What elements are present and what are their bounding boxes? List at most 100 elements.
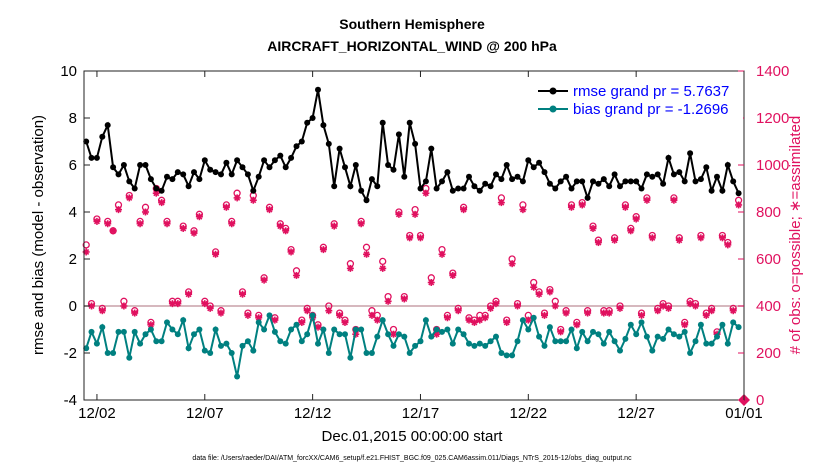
bias-point (558, 338, 564, 344)
rmse-point (175, 169, 181, 175)
legend-rmse-label: rmse grand pr = 5.7637 (573, 83, 729, 100)
rmse-point (461, 186, 467, 192)
bias-point (450, 341, 456, 347)
bias-point (698, 322, 704, 328)
bias-point (223, 341, 229, 347)
y-right-tick-label: 400 (756, 298, 781, 315)
obs-assimilated-point (412, 211, 419, 218)
rmse-point (261, 157, 267, 163)
bias-point (585, 338, 591, 344)
bias-point (320, 327, 326, 333)
bias-point (353, 327, 359, 333)
bias-point (401, 334, 407, 340)
obs-assimilated-point (207, 305, 214, 312)
bias-point (153, 338, 159, 344)
bias-point (536, 334, 542, 340)
bias-point (337, 331, 343, 337)
rmse-point (558, 178, 564, 184)
bias-point (466, 341, 472, 347)
y-left-tick-label: -2 (64, 345, 77, 362)
rmse-point (423, 178, 429, 184)
bias-point (94, 341, 100, 347)
bias-point (515, 338, 521, 344)
bias-point (687, 350, 693, 356)
obs-assimilated-point (643, 197, 650, 204)
bias-point (649, 348, 655, 354)
rmse-point (202, 157, 208, 163)
rmse-point (180, 171, 186, 177)
bias-point (385, 331, 391, 337)
chart-title: Southern Hemisphere (339, 16, 485, 32)
bias-point (601, 341, 607, 347)
rmse-point (466, 174, 472, 180)
obs-possible-point (380, 258, 386, 264)
bias-point (617, 348, 623, 354)
rmse-point (639, 186, 645, 192)
obs-assimilated-point (724, 241, 731, 248)
bias-point (396, 331, 402, 337)
obs-assimilated-point (519, 206, 526, 213)
bias-point (234, 374, 240, 380)
rmse-point (687, 150, 693, 156)
rmse-point (89, 155, 95, 161)
obs-assimilated-point (212, 251, 219, 258)
rmse-point (471, 183, 477, 189)
obs-assimilated-point (536, 291, 543, 298)
obs-assimilated-point (627, 227, 634, 234)
bias-point (283, 341, 289, 347)
bias-point (347, 355, 353, 361)
bias-point (105, 350, 111, 356)
bias-point (730, 319, 736, 325)
rmse-point (515, 174, 521, 180)
bias-point (218, 343, 224, 349)
y-left-tick-label: 2 (69, 251, 77, 268)
rmse-point (660, 181, 666, 187)
obs-assimilated-point (223, 204, 230, 211)
bias-point (714, 334, 720, 340)
rmse-point (504, 162, 510, 168)
rmse-point (601, 176, 607, 182)
bias-point (628, 322, 634, 328)
rmse-point (612, 171, 618, 177)
bias-point (240, 343, 246, 349)
obs-assimilated-point (692, 303, 699, 310)
obs-assimilated-point (110, 227, 117, 234)
rmse-point (493, 171, 499, 177)
rmse-point (169, 176, 175, 182)
rmse-point (531, 164, 537, 170)
bias-point (364, 350, 370, 356)
obs-assimilated-point (164, 220, 171, 227)
bias-point (310, 312, 316, 318)
obs-assimilated-point (363, 251, 370, 258)
bias-point (531, 315, 537, 321)
rmse-point (520, 178, 526, 184)
legend-bias-marker (550, 106, 557, 113)
bias-point (612, 338, 618, 344)
bias-point (191, 331, 197, 337)
obs-assimilated-point (137, 220, 144, 227)
bias-point (256, 319, 262, 325)
obs-assimilated-point (142, 209, 149, 216)
bias-point (374, 334, 380, 340)
x-tick-label: 12/27 (617, 405, 655, 422)
rmse-point (606, 183, 612, 189)
obs-assimilated-point (239, 291, 246, 298)
bias-point (509, 352, 515, 358)
bias-point (590, 329, 596, 335)
rmse-point (536, 160, 542, 166)
bias-point (331, 327, 337, 333)
bias-point (294, 322, 300, 328)
rmse-point (250, 188, 256, 194)
rmse-point (412, 141, 418, 147)
obs-assimilated-point (568, 204, 575, 211)
obs-possible-point (364, 244, 370, 250)
rmse-point (315, 87, 321, 93)
rmse-point (434, 186, 440, 192)
obs-assimilated-point (530, 284, 537, 291)
rmse-point (509, 176, 515, 182)
obs-assimilated-point (358, 220, 365, 227)
data-file-footnote: data file: /Users/raeder/DAI/ATM_forcXX/… (192, 455, 632, 462)
rmse-point (682, 178, 688, 184)
bias-point (606, 329, 612, 335)
legend-rmse-marker (550, 88, 557, 95)
